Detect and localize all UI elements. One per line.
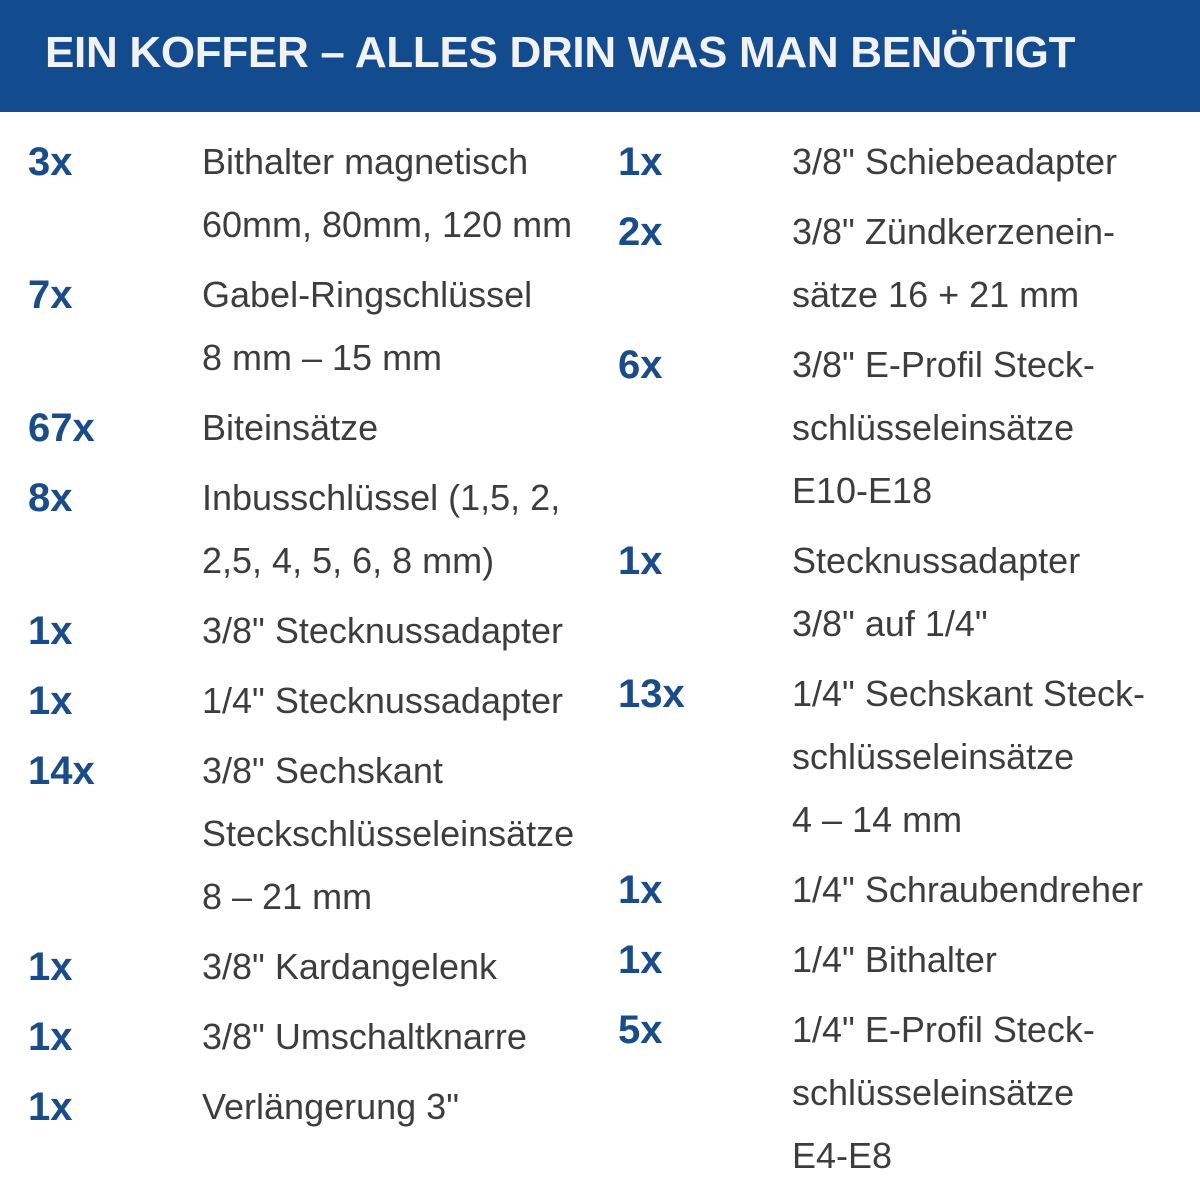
item-description: Stecknussadapter [792, 540, 1081, 581]
item-description: 3/8" Zündkerzenein- [792, 211, 1115, 252]
item-description: 4 – 14 mm [792, 799, 963, 840]
item-description: 3/8" Umschaltknarre [202, 1016, 527, 1057]
item-description: 3/8" auf 1/4" [792, 603, 988, 644]
quantity: 1x [618, 140, 663, 184]
item-description: 1/4" Sechskant Steck- [792, 673, 1145, 714]
header-bar: EIN KOFFER – ALLES DRIN WAS MAN BENÖTIGT [0, 0, 1200, 112]
quantity: 14x [28, 749, 95, 793]
item-description: E10-E18 [792, 470, 933, 511]
item-description: Steckschlüsseleinsätze [202, 813, 575, 854]
quantity: 1x [618, 938, 663, 982]
item-description: 3/8" Stecknussadapter [202, 610, 564, 651]
quantity: 1x [28, 945, 73, 989]
item-description: 3/8" E-Profil Steck- [792, 344, 1095, 385]
quantity: 7x [28, 273, 73, 317]
item-description: schlüsseleinsätze [792, 1072, 1075, 1113]
quantity: 67x [28, 406, 95, 450]
quantity: 6x [618, 343, 663, 387]
item-description: 2,5, 4, 5, 6, 8 mm) [202, 540, 495, 581]
quantity: 3x [28, 140, 73, 184]
item-description: sätze 16 + 21 mm [792, 274, 1080, 315]
item-description: 3/8" Schiebeadapter [792, 141, 1118, 182]
item-description: 60mm, 80mm, 120 mm [202, 204, 573, 245]
item-description: 1/4" Stecknussadapter [202, 680, 564, 721]
item-description: 8 – 21 mm [202, 876, 373, 917]
title: EIN KOFFER – ALLES DRIN WAS MAN BENÖTIGT [45, 28, 1076, 77]
item-description: Biteinsätze [202, 407, 379, 448]
quantity: 1x [28, 609, 73, 653]
quantity: 2x [618, 210, 663, 254]
item-description: 1/4" Bithalter [792, 939, 997, 980]
item-description: 1/4" E-Profil Steck- [792, 1009, 1095, 1050]
item-description: 3/8" Sechskant [202, 750, 443, 791]
item-description: 3/8" Kardangelenk [202, 946, 497, 987]
quantity: 1x [28, 1085, 73, 1129]
item-description: 8 mm – 15 mm [202, 337, 443, 378]
quantity: 1x [618, 868, 663, 912]
item-description: schlüsseleinsätze [792, 407, 1075, 448]
item-description: E4-E8 [792, 1135, 893, 1176]
item-description: Gabel-Ringschlüssel [202, 274, 533, 315]
quantity: 13x [618, 672, 685, 716]
item-description: Inbusschlüssel (1,5, 2, [202, 477, 561, 518]
quantity: 1x [28, 1015, 73, 1059]
item-description: 1/4" Schraubendreher [792, 869, 1144, 910]
quantity: 1x [618, 539, 663, 583]
item-description: schlüsseleinsätze [792, 736, 1075, 777]
item-description: Bithalter magnetisch [202, 141, 529, 182]
quantity: 5x [618, 1008, 663, 1052]
item-description: Verlängerung 3" [202, 1086, 459, 1127]
quantity: 8x [28, 476, 73, 520]
quantity: 1x [28, 679, 73, 723]
